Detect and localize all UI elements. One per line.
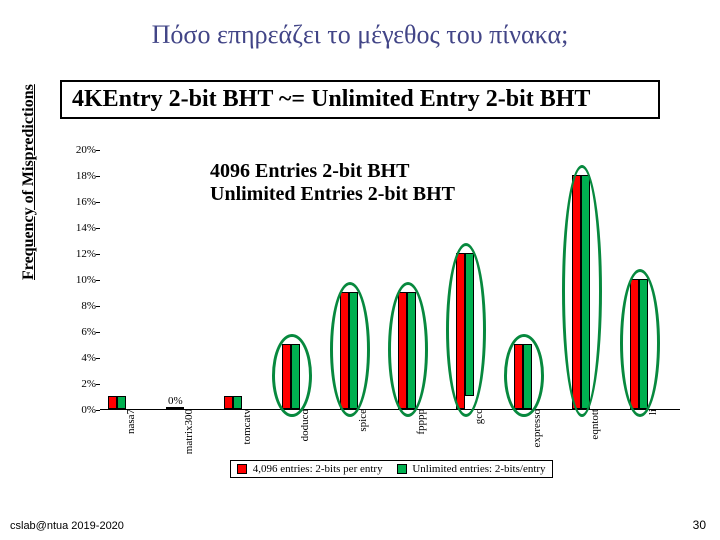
legend-swatch-icon [397, 464, 407, 474]
x-tick-label: li [645, 409, 659, 415]
x-tick-label: expresso [529, 409, 543, 448]
bar [639, 279, 648, 409]
y-tick-label: 6% [60, 326, 100, 338]
bar [224, 396, 233, 409]
bar [108, 396, 117, 409]
bar [523, 344, 532, 409]
bar-group [630, 279, 648, 409]
legend-swatch-icon [237, 464, 247, 474]
bar [233, 396, 242, 409]
slide-title: Πόσο επηρεάζει το μέγεθος του πίνακα; [0, 20, 720, 50]
bar-group [398, 292, 416, 409]
x-tick-label: eqntott [587, 409, 601, 440]
bar [340, 292, 349, 409]
bar [514, 344, 523, 409]
x-tick-label: fpppp [413, 409, 427, 435]
bar [456, 253, 465, 409]
legend-item-2: Unlimited entries: 2-bits/entry [397, 463, 546, 475]
footer-left: cslab@ntua 2019-2020 [10, 520, 124, 532]
y-tick-label: 8% [60, 300, 100, 312]
bar [407, 292, 416, 409]
y-tick-label: 18% [60, 170, 100, 182]
legend-label-1: 4,096 entries: 2-bits per entry [253, 463, 383, 475]
bar [572, 175, 581, 409]
y-tick-label: 20% [60, 144, 100, 156]
y-tick-label: 12% [60, 248, 100, 260]
bar [581, 175, 590, 409]
bar [630, 279, 639, 409]
bar [398, 292, 407, 409]
x-tick-label: gcc [471, 409, 485, 424]
slide-subtitle: 4KEntry 2-bit BHT ~= Unlimited Entry 2-b… [60, 80, 660, 119]
bar-group [572, 175, 590, 409]
y-tick-label: 16% [60, 196, 100, 208]
bar [282, 344, 291, 409]
bar [291, 344, 300, 409]
x-tick-label: doducd [297, 409, 311, 441]
legend-line-1: 4096 Entries 2-bit BHT [210, 160, 455, 183]
y-tick-label: 10% [60, 274, 100, 286]
bar-group [224, 396, 242, 409]
bar [117, 396, 126, 409]
legend-label-2: Unlimited entries: 2-bits/entry [412, 463, 545, 475]
bar-group [108, 396, 126, 409]
y-tick-label: 0% [60, 404, 100, 416]
bar-group [514, 344, 532, 409]
bar [349, 292, 358, 409]
in-chart-legend: 4096 Entries 2-bit BHT Unlimited Entries… [210, 160, 455, 206]
bar [465, 253, 474, 396]
x-tick-label: tomcatv [239, 409, 253, 444]
legend-item-1: 4,096 entries: 2-bits per entry [237, 463, 383, 475]
x-tick-label: spice [355, 409, 369, 432]
x-tick-label: matrix300 [181, 409, 195, 454]
chart: Frequency of Mispredictions 0%2%4%6%8%10… [30, 140, 690, 480]
y-tick-label: 14% [60, 222, 100, 234]
y-tick-label: 4% [60, 352, 100, 364]
legend-box: 4,096 entries: 2-bits per entry Unlimite… [230, 460, 553, 478]
y-axis-label: Frequency of Mispredictions [20, 84, 38, 280]
bar-group [340, 292, 358, 409]
bar [166, 407, 175, 409]
page-number: 30 [693, 518, 706, 532]
x-tick-label: nasa7 [123, 409, 137, 434]
bar-group [282, 344, 300, 409]
legend-line-2: Unlimited Entries 2-bit BHT [210, 183, 455, 206]
bar-group [456, 253, 474, 409]
zero-annotation: 0% [168, 395, 183, 407]
y-tick-label: 2% [60, 378, 100, 390]
